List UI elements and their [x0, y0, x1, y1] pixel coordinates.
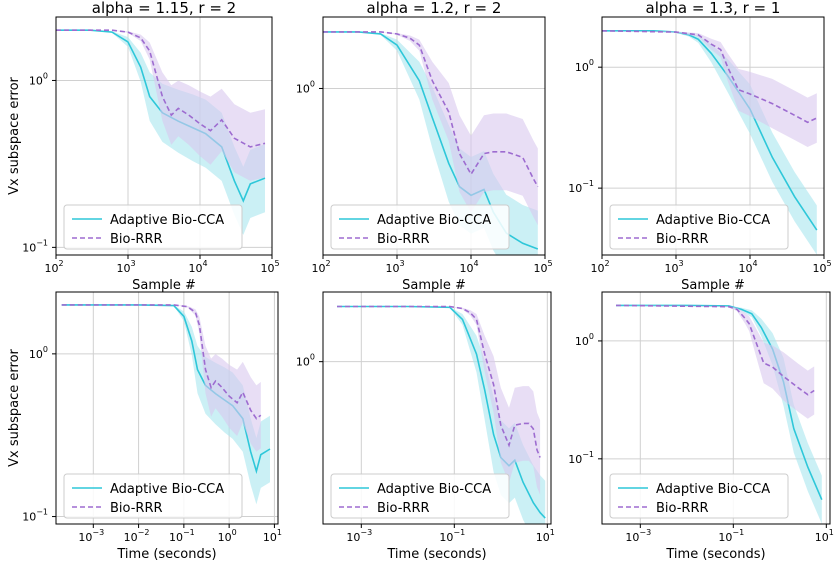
series-band-bio-rrr: [323, 31, 538, 226]
x-tick-label: 102: [590, 259, 609, 275]
axes-frame: [601, 16, 825, 256]
legend: Adaptive Bio-CCA Bio-RRR: [63, 204, 243, 250]
legend-label: Adaptive Bio-CCA: [377, 213, 491, 228]
chart-title: alpha = 1.15, r = 2: [92, 0, 236, 17]
series-line-bio-rrr: [337, 305, 541, 458]
series-band-adaptive-bio-cca: [56, 30, 265, 235]
x-tick-label: 10−1: [439, 528, 465, 544]
series-band-adaptive-bio-cca: [602, 30, 817, 255]
legend-box: [609, 473, 789, 519]
x-tick-label: 105: [260, 259, 279, 275]
series-band-bio-rrr: [56, 30, 265, 181]
axes-frame: [601, 291, 831, 525]
y-tick-label: 100: [296, 79, 315, 95]
legend-box: [63, 473, 243, 519]
subplot-6: 10−3 10−1 101 100 10−1 Time (seconds) Adaptive…: [568, 291, 834, 562]
y-tick-label: 100: [575, 58, 594, 74]
x-tick-label: 10−1: [718, 528, 744, 544]
x-axis-label: Sample #: [132, 278, 196, 293]
legend-label: Adaptive Bio-CCA: [377, 482, 491, 497]
legend-label: Adaptive Bio-CCA: [656, 213, 770, 228]
x-tick-label: 104: [188, 259, 207, 275]
legend: Adaptive Bio-CCA Bio-RRR: [330, 473, 510, 519]
y-tick-label: 10−1: [22, 508, 48, 524]
legend-box: [609, 204, 789, 250]
x-tick-label: 10−3: [625, 528, 651, 544]
series-band-bio-rrr: [616, 305, 815, 419]
x-tick-label: 100: [218, 528, 237, 544]
series-band-adaptive-bio-cca: [323, 31, 538, 255]
y-tick-label: 100: [29, 345, 48, 361]
legend: Adaptive Bio-CCA Bio-RRR: [63, 473, 243, 519]
x-tick-label: 103: [116, 259, 135, 275]
x-tick-label: 101: [536, 528, 555, 544]
axes-frame: [322, 291, 552, 525]
series-line-adaptive-bio-cca: [616, 304, 823, 501]
x-axis-label: Time (seconds): [386, 547, 486, 562]
x-tick-label: 103: [664, 259, 683, 275]
legend-label: Bio-RRR: [377, 232, 430, 247]
series-line-adaptive-bio-cca: [337, 305, 546, 519]
x-tick-label: 10−2: [124, 528, 150, 544]
y-tick-label: 100: [296, 353, 315, 369]
legend-label: Adaptive Bio-CCA: [110, 482, 224, 497]
subplot-2: 102 103 104 105 100 alpha = 1.2, r = 2 Sample …: [296, 0, 553, 293]
legend-label: Bio-RRR: [110, 501, 163, 516]
y-tick-label: 10−1: [568, 450, 594, 466]
x-tick-label: 101: [263, 528, 282, 544]
axes-frame: [322, 16, 546, 256]
series-line-bio-rrr: [602, 30, 818, 124]
legend-box: [330, 204, 510, 250]
x-tick-label: 105: [533, 259, 552, 275]
series-line-bio-rrr: [615, 304, 815, 396]
chart-title: alpha = 1.2, r = 2: [367, 0, 502, 17]
y-tick-label: 100: [575, 332, 594, 348]
x-axis-label: Sample #: [681, 278, 745, 293]
axes-frame: [55, 291, 279, 525]
x-tick-label: 10−3: [78, 528, 104, 544]
legend-label: Bio-RRR: [377, 501, 430, 516]
x-tick-label: 101: [815, 528, 834, 544]
legend-box: [330, 473, 510, 519]
legend: Adaptive Bio-CCA Bio-RRR: [609, 473, 789, 519]
series-band-bio-rrr: [337, 306, 541, 495]
y-axis-label: Vx subspace error: [7, 76, 22, 194]
x-axis-label: Sample #: [402, 278, 466, 293]
series-band-bio-rrr: [602, 30, 817, 147]
subplot-4: 10−3 10−2 10−1 100 101 100 10−1 Time (seconds) V…: [7, 291, 282, 562]
x-tick-label: 103: [385, 259, 404, 275]
x-axis-label: Time (seconds): [665, 547, 765, 562]
x-tick-label: 105: [812, 259, 831, 275]
y-tick-label: 10−1: [568, 179, 594, 195]
series-band-bio-rrr: [61, 304, 261, 452]
series-line-bio-rrr: [323, 31, 539, 188]
x-tick-label: 104: [738, 259, 757, 275]
y-tick-label: 10−1: [22, 238, 48, 254]
legend-box: [63, 204, 243, 250]
series-line-bio-rrr: [61, 304, 262, 420]
legend-label: Adaptive Bio-CCA: [110, 213, 224, 228]
y-axis-label: Vx subspace error: [7, 348, 22, 466]
x-tick-label: 104: [459, 259, 478, 275]
legend-label: Bio-RRR: [656, 501, 709, 516]
legend: Adaptive Bio-CCA Bio-RRR: [330, 204, 510, 250]
legend-label: Adaptive Bio-CCA: [656, 482, 770, 497]
chart-title: alpha = 1.3, r = 1: [646, 0, 781, 17]
series-line-bio-rrr: [56, 29, 266, 148]
subplot-1: 102 103 104 105 100 10−1 alpha = 1.15, r = 2 Sa…: [7, 0, 280, 293]
x-tick-label: 102: [44, 259, 63, 275]
x-axis-label: Time (seconds): [116, 547, 216, 562]
legend-label: Bio-RRR: [110, 232, 163, 247]
series-band-adaptive-bio-cca: [337, 306, 546, 524]
x-tick-label: 102: [311, 259, 330, 275]
subplot-3: 102 103 104 105 100 10−1 alpha = 1.3, r = 1 Sam…: [568, 0, 831, 293]
legend-label: Bio-RRR: [656, 232, 709, 247]
axes-frame: [55, 16, 273, 256]
subplot-5: 10−3 10−1 101 100 Time (seconds) Adaptive Bio…: [296, 291, 555, 562]
y-tick-label: 100: [29, 71, 48, 87]
x-tick-label: 10−3: [346, 528, 372, 544]
legend: Adaptive Bio-CCA Bio-RRR: [609, 204, 789, 250]
x-tick-label: 10−1: [169, 528, 195, 544]
